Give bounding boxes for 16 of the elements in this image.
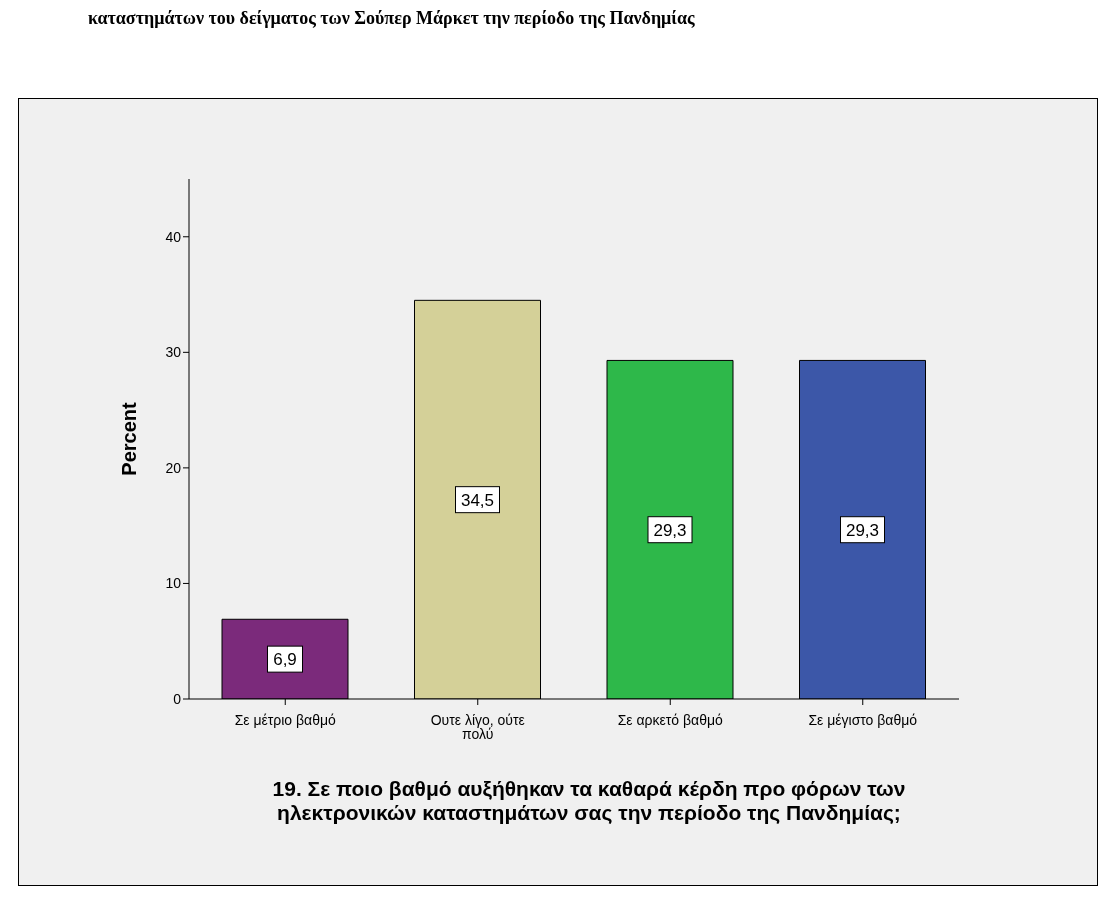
y-tick-label: 20 (165, 459, 182, 476)
data-label: 29,3 (845, 520, 880, 540)
y-tick-label: 10 (165, 575, 182, 592)
data-label: 29,3 (653, 520, 687, 540)
y-tick-label: 40 (165, 228, 182, 245)
x-axis-title: 19. Σε ποιο βαθμό αυξήθηκαν τα καθαρά κέρδη προ φόρων των ηλεκτρονικών καταστημάτων σας την περίοδο της Πανδημίας; (271, 777, 907, 825)
data-label: 34,5 (460, 490, 495, 510)
data-label: 6,9 (273, 650, 297, 670)
y-tick-label: 0 (173, 690, 182, 707)
x-tick-label: Σε μέτριο βαθμό (234, 711, 337, 728)
x-tick-label: Σε αρκετό βαθμό (617, 711, 723, 728)
x-tick-label: Σε μέγιστο βαθμό (808, 711, 918, 728)
y-tick-label: 30 (165, 344, 182, 361)
x-tick-label: Ουτε λίγο, ούτε πολύ (430, 711, 525, 742)
text: καταστημάτων του δείγματος των Σούπερ Μάρκετ την περίοδο της Πανδημίας (87, 8, 696, 29)
y-axis-title: Percent (118, 401, 141, 476)
